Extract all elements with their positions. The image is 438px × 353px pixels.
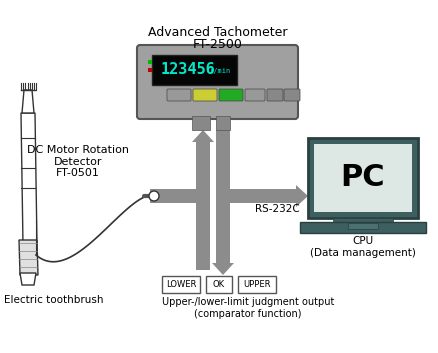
Bar: [162, 276, 200, 293]
Bar: [152, 55, 237, 85]
Polygon shape: [19, 240, 38, 275]
FancyBboxPatch shape: [284, 89, 300, 101]
Text: Advanced Tachometer: Advanced Tachometer: [148, 26, 287, 39]
FancyBboxPatch shape: [193, 89, 217, 101]
FancyBboxPatch shape: [219, 89, 243, 101]
Text: CPU
(Data management): CPU (Data management): [310, 236, 416, 258]
Bar: [150, 189, 196, 203]
Bar: [348, 223, 378, 229]
Bar: [238, 276, 276, 293]
Bar: [314, 144, 412, 212]
Bar: [333, 218, 393, 222]
Text: Upper-/lower-limit judgment output
(comparator function): Upper-/lower-limit judgment output (comp…: [162, 297, 334, 319]
Text: 123456: 123456: [160, 62, 215, 78]
Text: UPPER: UPPER: [243, 280, 271, 289]
Polygon shape: [21, 113, 37, 245]
Text: LOWER: LOWER: [166, 280, 196, 289]
Bar: [216, 116, 230, 130]
Bar: [300, 222, 426, 233]
Bar: [206, 276, 232, 293]
Bar: [148, 68, 152, 72]
Circle shape: [149, 191, 159, 201]
Bar: [192, 116, 210, 130]
Polygon shape: [230, 185, 308, 207]
FancyBboxPatch shape: [137, 45, 298, 119]
FancyBboxPatch shape: [267, 89, 283, 101]
Text: DC Motor Rotation
Detector
FT-0501: DC Motor Rotation Detector FT-0501: [27, 145, 129, 178]
Text: OK: OK: [213, 280, 225, 289]
Polygon shape: [212, 130, 234, 275]
Text: RS-232C: RS-232C: [254, 204, 300, 214]
Text: FT-2500: FT-2500: [193, 38, 243, 51]
Text: PC: PC: [341, 163, 385, 192]
FancyBboxPatch shape: [245, 89, 265, 101]
Text: Electric toothbrush: Electric toothbrush: [4, 295, 103, 305]
Bar: [308, 138, 418, 218]
Polygon shape: [22, 90, 34, 113]
Polygon shape: [20, 273, 36, 285]
FancyBboxPatch shape: [167, 89, 191, 101]
Bar: [148, 60, 152, 64]
Polygon shape: [192, 130, 214, 270]
Text: r/min: r/min: [210, 68, 231, 74]
